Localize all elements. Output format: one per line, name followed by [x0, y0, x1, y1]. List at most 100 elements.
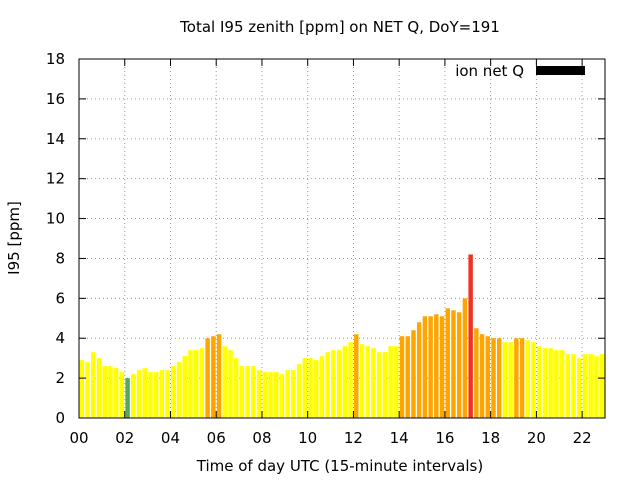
- bar: [531, 342, 536, 418]
- x-tick-label: 00: [69, 429, 88, 447]
- bar: [462, 298, 468, 418]
- legend-label: ion net Q: [455, 62, 524, 80]
- bar: [228, 350, 233, 418]
- x-tick-label: 12: [344, 429, 363, 447]
- y-tick-label: 16: [46, 90, 65, 108]
- bar: [588, 354, 593, 418]
- bar: [502, 342, 508, 418]
- y-tick-label: 18: [46, 50, 65, 68]
- bar: [233, 358, 239, 418]
- bar: [136, 370, 142, 418]
- x-tick-label: 02: [115, 429, 134, 447]
- bar: [148, 372, 153, 418]
- bar: [376, 352, 382, 418]
- bar: [348, 342, 353, 418]
- bar: [514, 338, 519, 418]
- bar: [131, 374, 136, 418]
- bar: [342, 346, 348, 418]
- chart-ticks: [78, 58, 605, 419]
- bar: [582, 354, 588, 418]
- bar: [256, 370, 262, 418]
- bar: [279, 374, 285, 418]
- x-tick-label: 14: [390, 429, 409, 447]
- bar: [274, 372, 279, 418]
- bar: [599, 354, 605, 418]
- y-tick-label: 10: [46, 210, 65, 228]
- y-tick-label: 12: [46, 170, 65, 188]
- bar: [354, 334, 359, 418]
- bar: [468, 254, 473, 418]
- x-tick-label: 06: [207, 429, 226, 447]
- y-tick-label: 6: [55, 289, 65, 307]
- bar: [399, 336, 405, 418]
- bar: [291, 370, 296, 418]
- bar: [331, 350, 336, 418]
- x-tick-label: 16: [435, 429, 454, 447]
- bar: [188, 350, 193, 418]
- bar: [336, 350, 342, 418]
- bar: [262, 372, 268, 418]
- bar: [153, 372, 159, 418]
- bar: [445, 308, 451, 418]
- bar: [125, 378, 130, 418]
- bar: [559, 350, 565, 418]
- bar: [405, 336, 410, 418]
- bar: [542, 348, 548, 418]
- bar: [325, 352, 330, 418]
- x-tick-label: 22: [573, 429, 592, 447]
- bar: [548, 348, 553, 418]
- y-tick-label: 0: [55, 409, 65, 427]
- bar: [79, 360, 85, 418]
- bar: [142, 368, 147, 418]
- bar: [416, 322, 422, 418]
- bar: [434, 314, 439, 418]
- bar: [451, 310, 456, 418]
- bar: [108, 366, 113, 418]
- bar: [85, 362, 90, 418]
- bar: [554, 350, 559, 418]
- bar: [439, 316, 445, 418]
- bar: [211, 336, 216, 418]
- bar: [268, 372, 273, 418]
- bar: [96, 358, 102, 418]
- bar: [394, 346, 399, 418]
- x-tick-label: 10: [298, 429, 317, 447]
- chart-bars: [79, 254, 605, 418]
- bar: [113, 368, 119, 418]
- legend: ion net Q: [455, 62, 585, 80]
- bar: [285, 370, 290, 418]
- bar: [205, 338, 210, 418]
- y-tick-labels: 0 2 4 6 8 10 12 14 16 18: [46, 50, 65, 427]
- bar: [314, 360, 319, 418]
- bar: [474, 328, 479, 418]
- bar: [102, 366, 107, 418]
- bar: [216, 334, 222, 418]
- x-tick-label: 04: [161, 429, 180, 447]
- bar: [193, 350, 199, 418]
- bar: [577, 358, 582, 418]
- x-tick-label: 20: [527, 429, 546, 447]
- bar: [479, 334, 485, 418]
- chart-title: Total I95 zenith [ppm] on NET Q, DoY=191: [179, 18, 500, 36]
- bar: [296, 364, 302, 418]
- bar: [308, 358, 313, 418]
- bar: [456, 312, 462, 418]
- bar: [537, 346, 542, 418]
- bar: [165, 370, 170, 418]
- x-tick-label: 08: [252, 429, 271, 447]
- bar: [245, 366, 250, 418]
- bar: [382, 352, 388, 418]
- bar: [199, 348, 205, 418]
- bar: [365, 346, 370, 418]
- y-tick-label: 4: [55, 329, 65, 347]
- bar: [571, 354, 576, 418]
- plot-frame: [78, 58, 606, 419]
- bar: [388, 346, 393, 418]
- bar: [319, 356, 325, 418]
- bar: [491, 338, 496, 418]
- bar: [496, 338, 502, 418]
- x-tick-label: 18: [481, 429, 500, 447]
- y-tick-label: 8: [55, 249, 65, 267]
- bar: [359, 344, 365, 418]
